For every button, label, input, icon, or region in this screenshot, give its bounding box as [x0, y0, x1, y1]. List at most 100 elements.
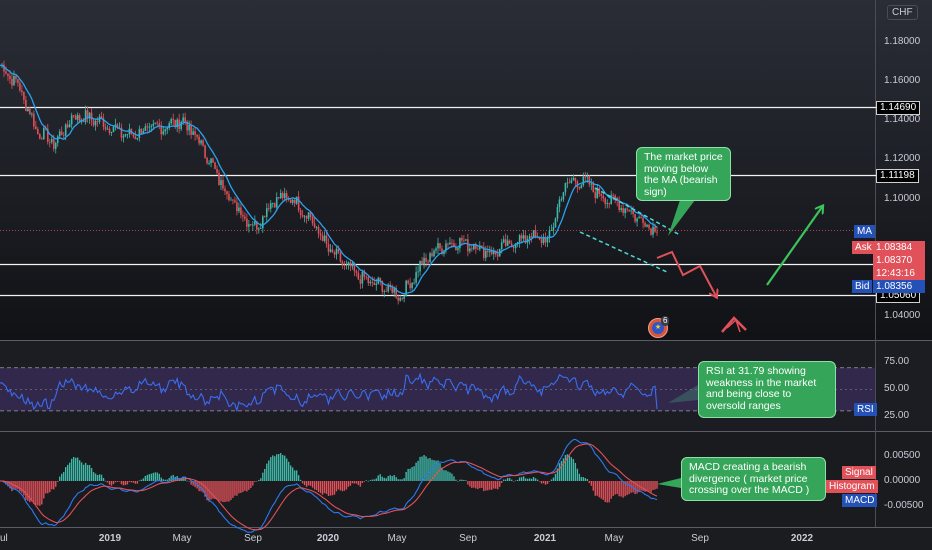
histogram-bar: [57, 481, 59, 482]
histogram-bar: [41, 481, 43, 505]
candle-body: [66, 124, 69, 128]
histogram-bar: [425, 456, 427, 481]
histogram-bar: [459, 479, 461, 481]
histogram-bar: [506, 477, 509, 481]
histogram-bar: [88, 464, 91, 481]
candle-body: [640, 216, 642, 218]
candle-body: [152, 123, 155, 126]
histogram-bar: [68, 462, 71, 481]
histogram-bar: [126, 481, 129, 485]
event-icon[interactable]: ★: [648, 318, 668, 338]
histogram-bar: [132, 481, 135, 483]
histogram-bar: [409, 468, 411, 481]
histogram-bar: [122, 481, 125, 486]
candle-body: [612, 195, 614, 197]
ma-annotation[interactable]: The market price moving below the MA (be…: [636, 147, 731, 201]
histogram-bar: [493, 481, 495, 489]
candle-body: [196, 134, 198, 137]
histogram-bar: [497, 481, 499, 490]
histogram-bar: [190, 481, 192, 485]
candle-body: [492, 250, 495, 255]
candle-body: [415, 272, 417, 283]
histogram-bar: [413, 466, 415, 481]
histogram-bar: [250, 481, 252, 488]
candle-body: [624, 208, 626, 214]
candle-body: [307, 212, 310, 219]
candle-body: [445, 243, 447, 251]
histogram-bar: [154, 472, 156, 481]
histogram-bar: [284, 455, 286, 481]
candle-body: [62, 134, 65, 136]
histogram-bar: [616, 481, 618, 495]
last-price-value: 1.08370: [873, 254, 925, 267]
candle-body: [301, 215, 304, 217]
candle-body: [136, 137, 139, 140]
candle-body: [236, 202, 238, 212]
histogram-bar: [118, 481, 121, 482]
candle-body: [31, 113, 33, 115]
histogram-bar: [43, 481, 45, 499]
candle-body: [252, 224, 254, 226]
candle-body: [570, 180, 573, 183]
histogram-bar: [439, 463, 441, 481]
candle-body: [530, 236, 533, 238]
candle-body: [84, 110, 87, 123]
candle-body: [606, 203, 609, 205]
candle-body: [614, 195, 616, 198]
candle-body: [435, 248, 437, 251]
histogram-bar: [138, 480, 141, 482]
candle-body: [335, 248, 338, 255]
histogram-bar: [437, 460, 439, 481]
histogram-bar: [295, 470, 298, 481]
candle-body: [369, 281, 372, 284]
histogram-bar: [90, 468, 93, 481]
rsi-annotation[interactable]: RSI at 31.79 showing weakness in the mar…: [698, 361, 836, 418]
histogram-bar: [66, 464, 69, 481]
candle-body: [260, 228, 262, 229]
histogram-bar: [552, 477, 555, 481]
histogram-bar: [256, 481, 258, 482]
rsi-tick-label: 50.00: [884, 383, 910, 395]
histogram-bar: [55, 481, 57, 487]
histogram-bar: [186, 480, 188, 482]
candle-body: [373, 282, 376, 286]
candle-body: [365, 276, 368, 278]
candle-body: [367, 277, 370, 284]
candle-body: [150, 125, 153, 127]
histogram-bar: [297, 475, 300, 481]
candle-body: [124, 134, 127, 137]
histogram-bar: [70, 458, 73, 481]
histogram-bar: [367, 480, 370, 482]
candle-body: [248, 224, 250, 227]
candle-body: [361, 271, 364, 284]
histogram-bar: [602, 481, 604, 500]
candle-body: [112, 126, 115, 133]
histogram-bar: [242, 481, 244, 492]
candle-body: [74, 115, 77, 120]
candle-body: [216, 168, 218, 173]
candle-body: [70, 115, 73, 125]
histogram-bar: [634, 481, 636, 495]
moving-average-line: [0, 64, 658, 295]
signal-tag: Signal: [842, 466, 876, 479]
candle-body: [289, 199, 292, 203]
candle-body: [244, 216, 246, 219]
histogram-bar: [331, 481, 334, 496]
histogram-bar: [202, 481, 204, 493]
histogram-bar: [546, 481, 549, 484]
macd-annotation[interactable]: MACD creating a bearish divergence ( mar…: [681, 457, 826, 501]
histogram-bar: [204, 481, 206, 497]
candle-body: [482, 247, 485, 258]
candle-body: [224, 188, 226, 192]
candle-body: [496, 254, 499, 257]
candle-body: [465, 239, 467, 241]
currency-badge[interactable]: CHF: [887, 5, 918, 20]
candle-body: [656, 231, 658, 233]
histogram-bar: [61, 473, 63, 481]
histogram-bar: [142, 478, 145, 481]
candle-body: [518, 235, 521, 243]
histogram-bar: [260, 478, 262, 481]
histogram-bar: [457, 481, 459, 482]
histogram-tag: Histogram: [826, 480, 878, 493]
candle-body: [357, 272, 360, 280]
